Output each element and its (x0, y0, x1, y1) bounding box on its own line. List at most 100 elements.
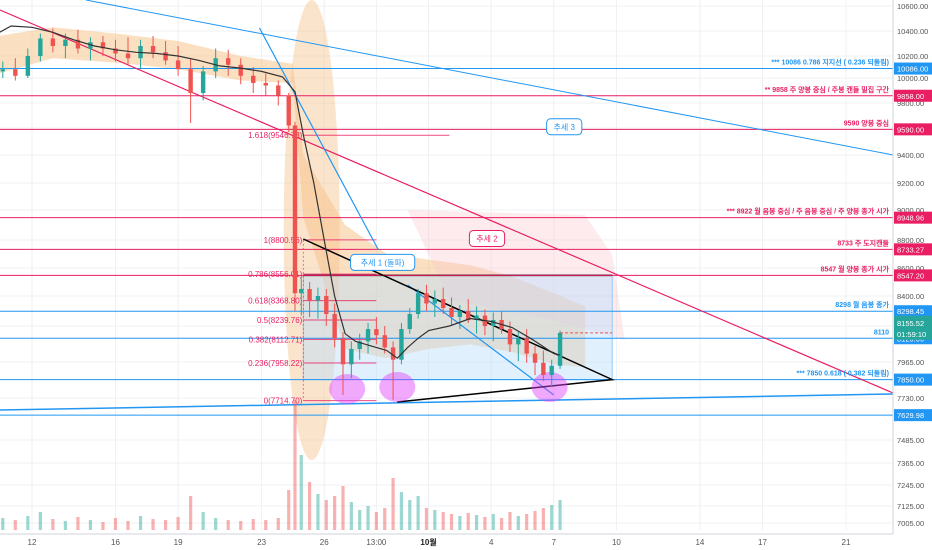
candle-body (382, 335, 387, 348)
volume-bar (226, 520, 230, 530)
price-tag (894, 373, 932, 386)
price-line-label: 8733 주 도지캔들 (837, 238, 889, 247)
volume-bar (366, 506, 370, 530)
candle-body (263, 83, 268, 86)
volume-bar (383, 508, 387, 530)
price-tag (894, 409, 932, 422)
candle-body (163, 52, 168, 61)
fib-level-label: 1.618(9546.73) (248, 131, 303, 140)
volume-bar (287, 490, 291, 530)
price-axis-tick-label: 10200.00 (897, 52, 928, 61)
candle-body (374, 329, 379, 336)
moving-average-line (0, 25, 561, 359)
price-axis-tick-label: 8400.00 (897, 292, 924, 301)
volume-bar (491, 514, 495, 530)
price-axis-tick-label: 10400.00 (897, 27, 928, 36)
fib-level-label: 0.786(8556.01) (248, 270, 303, 279)
cloud-band (0, 27, 586, 368)
price-axis-tick-label: 9200.00 (897, 179, 924, 188)
time-axis-tick-label: 10 (612, 538, 621, 547)
candle-body (457, 311, 463, 317)
candle-body (415, 293, 421, 314)
volume-bar (424, 508, 429, 530)
current-price-label: 8155.52 (897, 319, 924, 328)
volume-bar (349, 502, 353, 530)
volume-bar (307, 482, 312, 530)
volume-bar (333, 496, 337, 530)
volume-bar (558, 500, 562, 530)
candles (0, 28, 563, 400)
candle-body (286, 95, 291, 126)
annotation-box (468, 230, 506, 247)
price-tag-label: 10086.00 (897, 65, 928, 74)
price-tag (894, 243, 932, 256)
candle-body (63, 39, 68, 46)
volume-bar (449, 514, 454, 530)
candle-body (251, 75, 256, 83)
price-tag-label: 7629.98 (897, 411, 924, 420)
candle-body (440, 299, 446, 308)
price-tag (894, 123, 932, 136)
volume-bar (408, 500, 412, 530)
volume-bar (1, 518, 5, 530)
candle-body (200, 71, 206, 93)
volume-bar (474, 515, 479, 530)
volume-bar (299, 455, 303, 530)
volume-bar (541, 508, 545, 530)
volume-bar (516, 516, 520, 530)
volume-bar (201, 512, 205, 530)
price-axis-tick-label: 7125.00 (897, 502, 924, 511)
volume-bar (63, 521, 67, 530)
volume-bar (458, 516, 462, 530)
price-tag-label: 7850.00 (897, 376, 924, 385)
volume-bar (441, 512, 445, 530)
price-line-label: 8298 월 음봉 종가 (835, 300, 889, 309)
price-tag-label: 8948.96 (897, 214, 924, 223)
annotation-label: 추세 3 (554, 123, 576, 132)
volume-bar (126, 521, 130, 530)
candle-body (449, 308, 454, 317)
candle-body (541, 362, 546, 376)
triangle-pattern (303, 238, 616, 403)
volume-bar (341, 486, 345, 530)
volume-bar (391, 478, 395, 530)
candle-body (466, 311, 471, 320)
candle-body (150, 46, 156, 53)
candle-body (307, 289, 312, 301)
time-axis-tick-label: 19 (174, 538, 183, 547)
time-axis-tick-label: 7 (552, 538, 557, 547)
price-axis-tick-label: 7485.00 (897, 436, 924, 445)
candle-body (549, 365, 554, 376)
fib-level-label: 0.5(8239.76) (257, 316, 303, 325)
volume-bar (399, 492, 404, 530)
time-axis-tick-label: 12 (28, 538, 37, 547)
candle-body (113, 48, 118, 54)
price-axis-tick-label: 9800.00 (897, 99, 924, 108)
price-line-label: 8110 (874, 329, 889, 336)
volume-bar (374, 512, 378, 530)
volume-bar (239, 521, 243, 530)
candle-body (276, 85, 281, 96)
time-axis-tick-label: 26 (320, 538, 329, 547)
volume-bar (416, 496, 420, 530)
highlight-circle (531, 372, 568, 402)
volume-bar (324, 500, 328, 530)
cloud-spike (283, 0, 340, 460)
price-tag (894, 269, 932, 282)
price-line-label: *** 10086 0.786 지지선 ( 0.236 되돌림) (771, 58, 889, 67)
candle-body (75, 39, 81, 49)
fib-level-label: 0(7714.70) (264, 397, 303, 406)
candle-body (225, 58, 231, 65)
candle-body (100, 42, 106, 49)
price-axis-tick-label: 7730.00 (897, 394, 924, 403)
volume-bar (316, 494, 320, 530)
price-axis-tick-label: 7365.00 (897, 459, 924, 468)
candle-body (13, 69, 18, 76)
volume-bar (13, 520, 17, 530)
time-axis-background (0, 534, 932, 550)
volume-bar (163, 520, 168, 530)
candle-body (299, 289, 304, 294)
candle-body (38, 38, 43, 56)
candle-body (188, 69, 193, 93)
